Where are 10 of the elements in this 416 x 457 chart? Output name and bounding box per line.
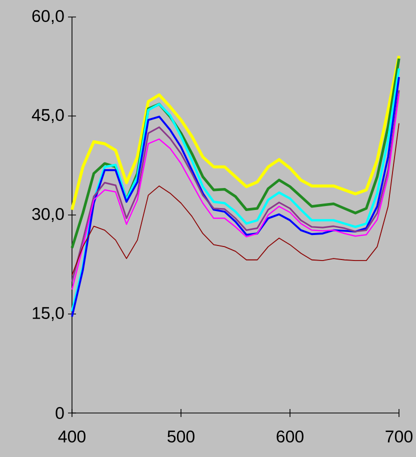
y-tick-label: 15,0: [32, 307, 64, 321]
y-tick-label: 30,0: [32, 208, 64, 222]
line-series: [71, 122, 400, 276]
x-tick-label: 600: [276, 430, 304, 443]
x-tick-label: 500: [167, 430, 194, 443]
y-tick-label: 45,0: [32, 109, 64, 124]
x-tick-label: 400: [58, 430, 86, 443]
y-tick-label: 0: [55, 406, 64, 419]
y-tick-label: 60,0: [32, 10, 64, 24]
x-tick-label: 700: [386, 430, 412, 443]
